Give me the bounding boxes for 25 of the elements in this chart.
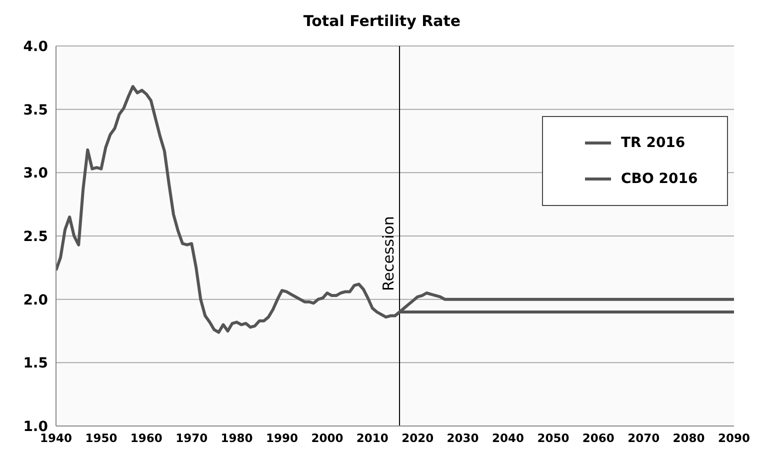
y-tick-label: 3.0 bbox=[23, 166, 48, 182]
x-tick-label: 1990 bbox=[266, 431, 298, 446]
x-tick-label: 2000 bbox=[311, 431, 344, 446]
chart-title: Total Fertility Rate bbox=[302, 11, 462, 32]
legend-label: TR 2016 bbox=[621, 135, 686, 151]
y-tick-label: 4.0 bbox=[23, 38, 48, 55]
y-tick-label: 3.5 bbox=[23, 102, 48, 118]
x-tick-label: 2030 bbox=[446, 431, 479, 446]
x-tick-label: 2080 bbox=[672, 431, 705, 446]
y-tick-label: 2.0 bbox=[23, 292, 48, 308]
x-tick-label: 2020 bbox=[402, 431, 434, 446]
x-tick-label: 1980 bbox=[220, 431, 253, 446]
y-tick-label: 2.5 bbox=[23, 228, 48, 245]
y-tick-label: 1.5 bbox=[23, 356, 48, 372]
x-tick-label: 2050 bbox=[537, 431, 570, 446]
legend-label: CBO 2016 bbox=[621, 171, 698, 187]
x-tick-label: 2060 bbox=[582, 431, 614, 446]
x-tick-label: 2010 bbox=[356, 431, 388, 446]
x-tick-label: 2070 bbox=[628, 431, 660, 446]
x-tick-label: 1960 bbox=[130, 431, 162, 446]
ref-line-label: Recession bbox=[380, 216, 398, 291]
x-tick-label: 2090 bbox=[718, 431, 750, 446]
x-tick-label: 1950 bbox=[85, 431, 118, 446]
x-tick-label: 1970 bbox=[176, 431, 208, 446]
x-tick-label: 2040 bbox=[492, 431, 524, 446]
